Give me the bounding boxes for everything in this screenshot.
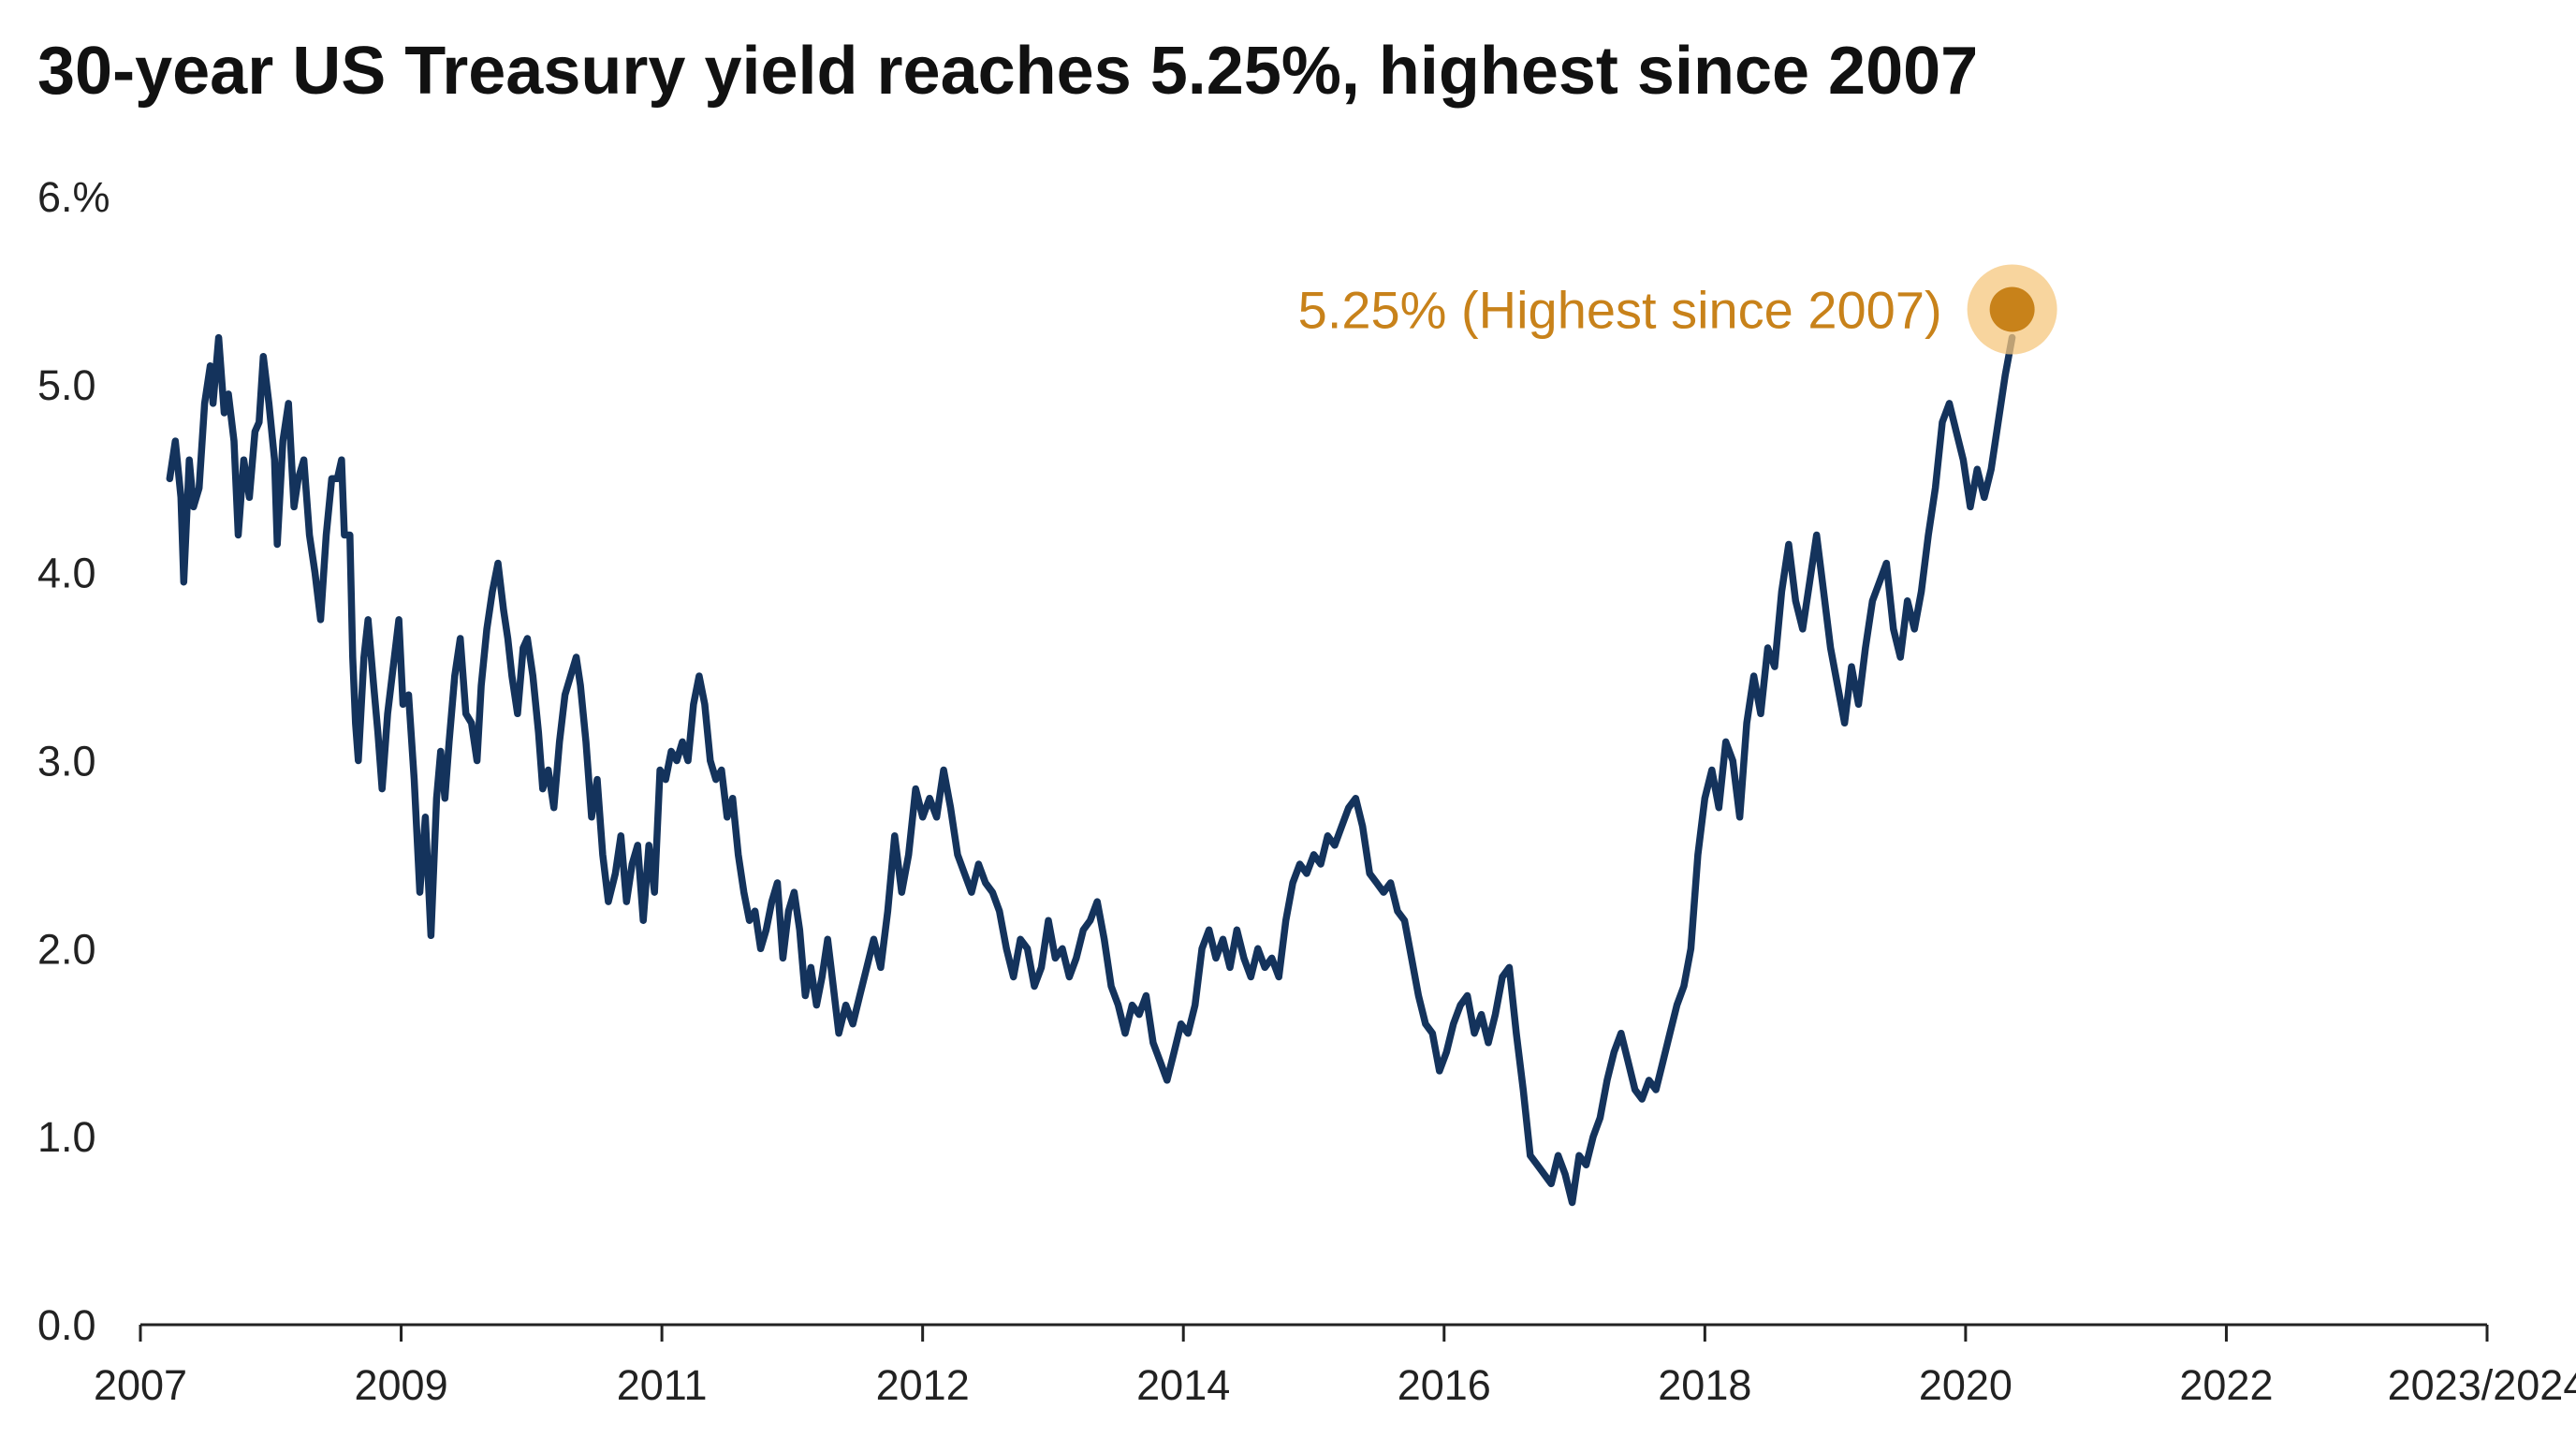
y-tick-label: 2.0 bbox=[37, 925, 96, 973]
x-tick-label: 2007 bbox=[94, 1361, 187, 1409]
yield-series-line bbox=[166, 333, 2016, 1207]
chart-title: 30-year US Treasury yield reaches 5.25%,… bbox=[37, 34, 1978, 109]
x-tick-label: 2012 bbox=[876, 1361, 970, 1409]
x-tick-label: 2016 bbox=[1398, 1361, 1491, 1409]
x-tick-label: 2014 bbox=[1136, 1361, 1230, 1409]
y-tick-label: 3.0 bbox=[37, 738, 96, 785]
y-tick-label: 1.0 bbox=[37, 1113, 96, 1161]
highlight-point bbox=[1989, 286, 2035, 332]
x-tick-label: 2023/2024 bbox=[2388, 1361, 2576, 1409]
y-tick-label: 0.0 bbox=[37, 1301, 96, 1349]
x-tick-label: 2022 bbox=[2179, 1361, 2273, 1409]
x-tick-label: 2011 bbox=[617, 1361, 708, 1409]
y-tick-label: 6.% bbox=[37, 173, 110, 221]
x-tick-label: 2009 bbox=[355, 1361, 448, 1409]
x-tick-label: 2020 bbox=[1919, 1361, 2012, 1409]
highlight-annotation: 5.25% (Highest since 2007) bbox=[1298, 281, 1942, 340]
y-tick-label: 4.0 bbox=[37, 550, 96, 597]
y-axis: 0.0 1.0 2.0 3.0 4.0 5.0 6.% bbox=[37, 173, 110, 1349]
x-axis: 2007 2009 2011 2012 2014 2016 2018 2020 2022 2023… bbox=[94, 1325, 2576, 1409]
y-tick-label: 5.0 bbox=[37, 361, 96, 409]
x-tick-label: 2018 bbox=[1658, 1361, 1751, 1409]
